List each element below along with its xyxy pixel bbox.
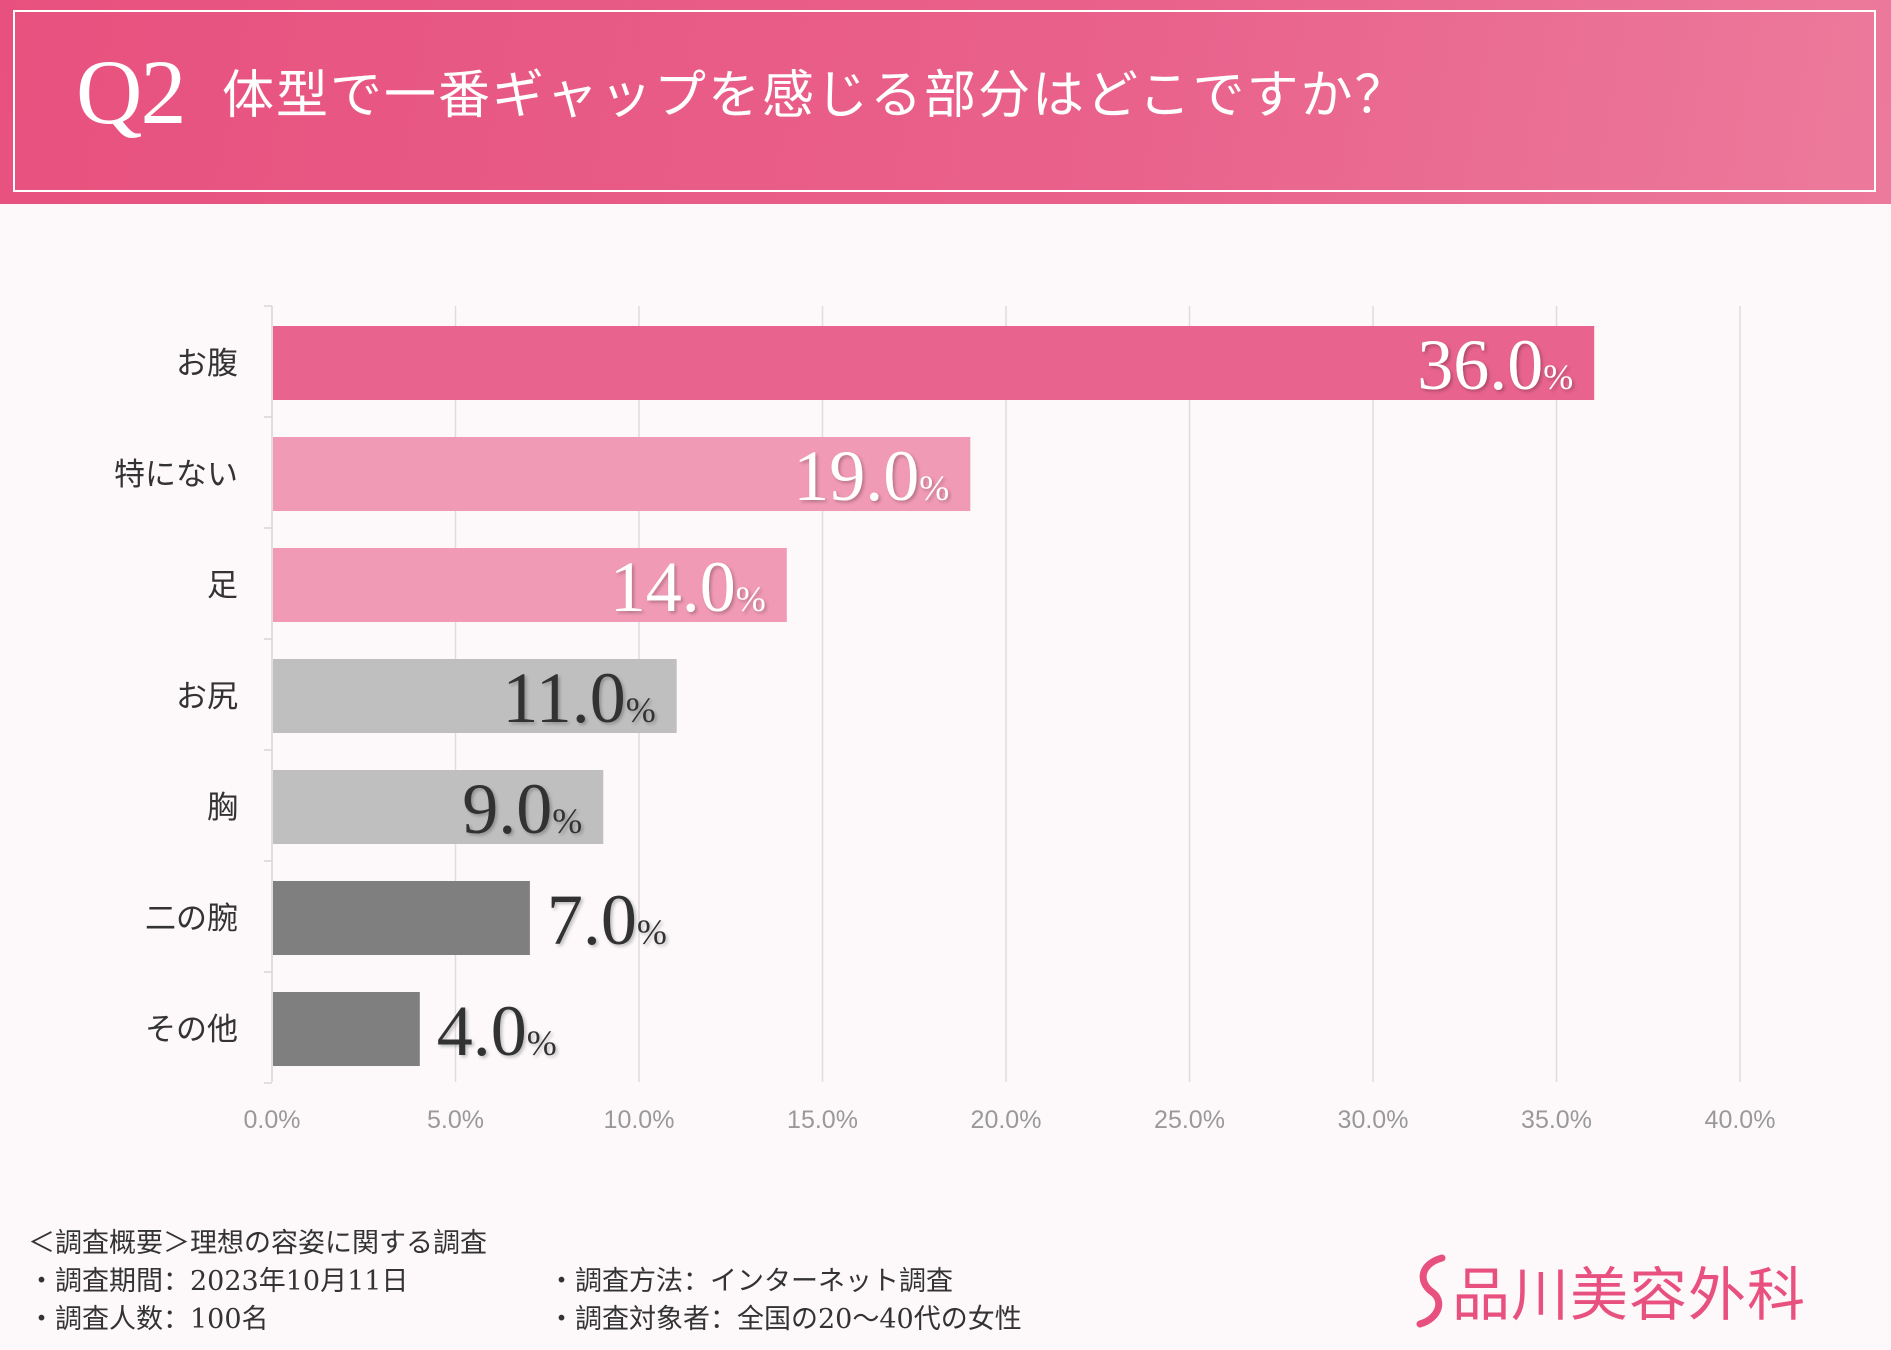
value-label-3: 11.0% [502, 658, 655, 738]
x-tick-label-5: 25.0% [1154, 1106, 1225, 1134]
header-frame [13, 10, 1876, 192]
category-label-2: 足 [207, 568, 238, 604]
value-label-2: 14.0% [610, 547, 766, 627]
category-label-6: その他 [145, 1012, 238, 1048]
value-labels: 36.0% 19.0% 14.0% 11.0% 9.0% 7.0% 4.0% [437, 325, 1573, 1071]
x-tick-label-3: 15.0% [787, 1106, 858, 1134]
category-label-4: 胸 [207, 790, 238, 826]
bar-6 [273, 992, 420, 1066]
x-tick-labels: 0.0% 5.0% 10.0% 15.0% 20.0% 25.0% 30.0% 35.0% 40… [244, 1106, 1776, 1134]
bar-5 [273, 881, 530, 955]
question-title: 体型で一番ギャップを感じる部分はどこですか？ [222, 66, 1409, 126]
question-header: Q2 体型で一番ギャップを感じる部分はどこですか？ [0, 0, 1891, 204]
x-tick-label-2: 10.0% [604, 1106, 675, 1134]
x-tick-label-7: 35.0% [1521, 1106, 1592, 1134]
x-tick-label-1: 5.0% [427, 1106, 484, 1134]
brand-logo: 品川美容外科 [1412, 1250, 1806, 1330]
x-tick-label-8: 40.0% [1705, 1106, 1776, 1134]
value-label-0: 36.0% [1417, 325, 1573, 405]
brand-mark-icon [1416, 1254, 1446, 1328]
survey-overview: ＜調査概要＞理想の容姿に関する調査 [28, 1228, 487, 1259]
x-tick-label-4: 20.0% [971, 1106, 1042, 1134]
bar-chart: 36.0% 19.0% 14.0% 11.0% 9.0% 7.0% 4.0% お腹特にない足… [114, 305, 1776, 1134]
value-label-1: 19.0% [793, 436, 949, 516]
x-tick-label-0: 0.0% [244, 1106, 301, 1134]
bar-2 [273, 548, 787, 622]
bars [273, 326, 1595, 1066]
axis [264, 305, 273, 1084]
value-label-4: 9.0% [462, 769, 582, 849]
category-label-0: お腹 [176, 346, 238, 382]
survey-respondents: ・調査人数：100名 [28, 1304, 269, 1335]
bar-3 [273, 659, 677, 733]
question-number: Q2 [76, 41, 186, 143]
value-label-6: 4.0% [437, 991, 557, 1071]
category-label-3: お尻 [176, 679, 238, 715]
category-label-1: 特にない [114, 457, 238, 493]
survey-method: ・調査方法：インターネット調査 [548, 1266, 953, 1297]
bar-4 [273, 770, 604, 844]
survey-period: ・調査期間：2023年10月11日 [28, 1266, 409, 1297]
survey-target: ・調査対象者：全国の20〜40代の女性 [548, 1304, 1022, 1335]
brand-name: 品川美容外科 [1452, 1261, 1807, 1329]
x-tick-label-6: 30.0% [1338, 1106, 1409, 1134]
bar-0 [273, 326, 1595, 400]
category-label-5: 二の腕 [145, 901, 238, 937]
bar-1 [273, 437, 971, 511]
value-label-5: 7.0% [547, 880, 667, 960]
